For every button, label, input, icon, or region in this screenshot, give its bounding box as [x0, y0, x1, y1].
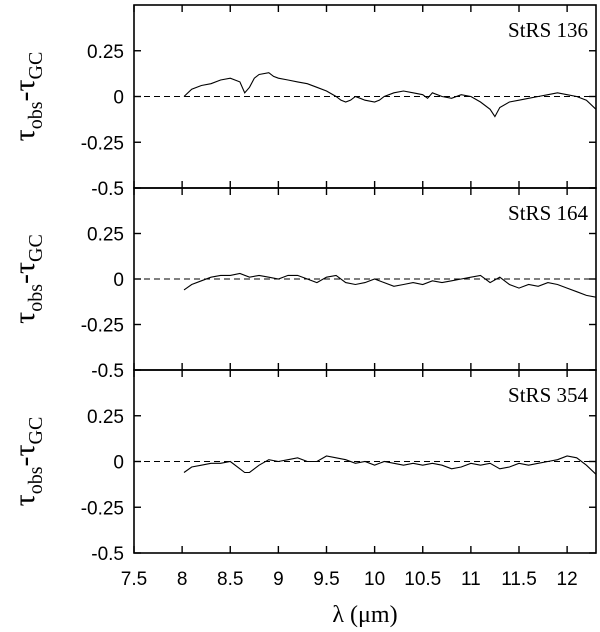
y-axis-label-minus-tau: -τ — [8, 444, 41, 466]
x-tick-label: 11.5 — [501, 569, 537, 590]
y-axis-label-sub-gc: GC — [25, 417, 47, 445]
y-tick-label: -0.5 — [91, 361, 124, 382]
x-tick-label: 8.5 — [217, 569, 243, 590]
x-tick-label: 10 — [364, 569, 385, 590]
x-tick-label: 9.5 — [313, 569, 339, 590]
panel-2: 0.25 0 -0.25 -0.5 StRS 164 τobs-τGC — [8, 187, 597, 382]
x-tick-label: 12 — [557, 569, 578, 590]
series-line — [183, 272, 597, 298]
y-axis-label-minus-tau: -τ — [8, 79, 41, 101]
y-tick-label: 0 — [113, 453, 124, 474]
y-tick-label: 0.25 — [87, 42, 124, 63]
y-tick-label: -0.5 — [91, 179, 124, 200]
y-axis-label-minus-tau: -τ — [8, 262, 41, 284]
panel-1: 0.25 0 -0.25 -0.5 StRS 136 τobs-τGC — [8, 4, 597, 200]
y-axis-label: τobs-τGC — [8, 417, 47, 507]
y-tick-label: 0.25 — [87, 407, 124, 428]
x-tick-label: 10.5 — [404, 569, 441, 590]
x-tick-label: 8 — [177, 569, 188, 590]
y-axis-label-sub-gc: GC — [25, 52, 47, 80]
y-tick-label: -0.25 — [81, 498, 124, 519]
panel-annotation: StRS 164 — [508, 201, 588, 225]
y-axis-label-sub-obs: obs — [25, 101, 47, 129]
y-axis-label-tau: τ — [8, 494, 41, 506]
panel-annotation: StRS 136 — [508, 18, 588, 42]
y-axis-label-tau: τ — [8, 312, 41, 324]
y-tick-label: 0 — [113, 88, 124, 109]
y-axis-label: τobs-τGC — [8, 234, 47, 324]
y-tick-label: 0 — [113, 270, 124, 291]
x-tick-label: 7.5 — [121, 569, 147, 590]
panel-annotation: StRS 354 — [508, 383, 588, 407]
y-tick-label: -0.25 — [81, 316, 124, 337]
y-axis-label-sub-obs: obs — [25, 466, 47, 494]
x-axis-label: λ (μm) — [332, 602, 397, 628]
x-tick-label: 11 — [461, 569, 481, 590]
series-line — [183, 72, 597, 118]
y-axis-label-tau: τ — [8, 129, 41, 141]
y-tick-label: -0.5 — [91, 544, 124, 565]
y-tick-label: 0.25 — [87, 225, 124, 246]
y-axis-label-sub-obs: obs — [25, 284, 47, 312]
x-tick-label: 9 — [273, 569, 284, 590]
panel-3: 0.25 0 -0.25 -0.5 StRS 354 τobs-τGC — [8, 369, 597, 565]
y-axis-label: τobs-τGC — [8, 52, 47, 142]
y-tick-label: -0.25 — [81, 133, 124, 154]
series-line — [183, 455, 597, 475]
y-axis-label-sub-gc: GC — [25, 234, 47, 262]
